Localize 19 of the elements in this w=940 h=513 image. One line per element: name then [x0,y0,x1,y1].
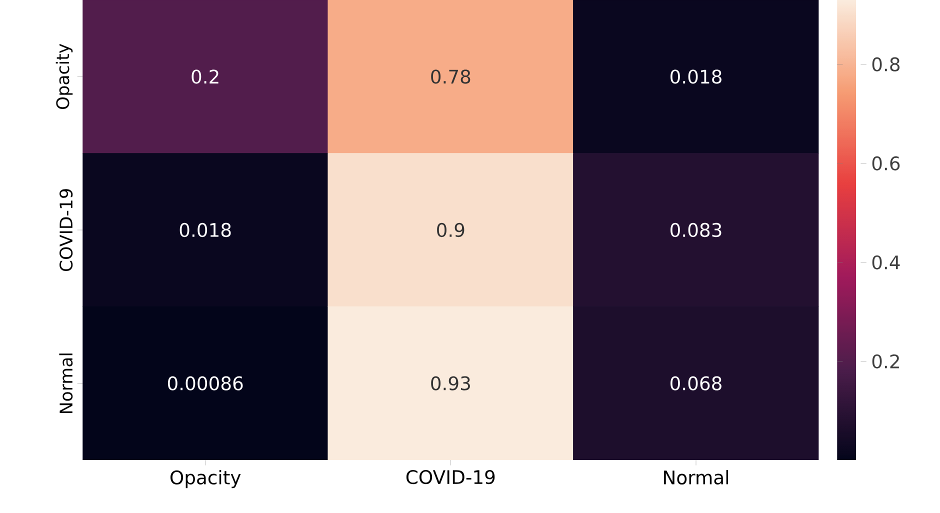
color-bar-label: 0.2 [872,354,899,368]
data-label: 0.018 [180,222,231,237]
color-bar-label: 0.6 [872,156,900,170]
y-tick-label: Normal [59,353,73,413]
data-label: 0.068 [670,376,722,390]
x-tick-label: COVID-19 [406,470,495,484]
data-label: 0.93 [431,376,470,390]
data-label: 0.2 [192,69,218,84]
y-tick-label: Opacity [56,44,73,109]
y-tick-label: COVID-19 [60,189,73,271]
data-label: 0.78 [431,69,470,84]
data-label: 0.00086 [168,376,243,390]
data-label: 0.018 [670,69,722,84]
color-bar-label: 0.4 [872,255,900,270]
x-tick-label: Opacity [170,470,241,488]
color-bar-label: 0.8 [872,57,900,72]
data-label: 0.083 [670,222,722,237]
data-label: 0.9 [437,222,464,237]
x-tick-label: Normal [664,470,728,484]
